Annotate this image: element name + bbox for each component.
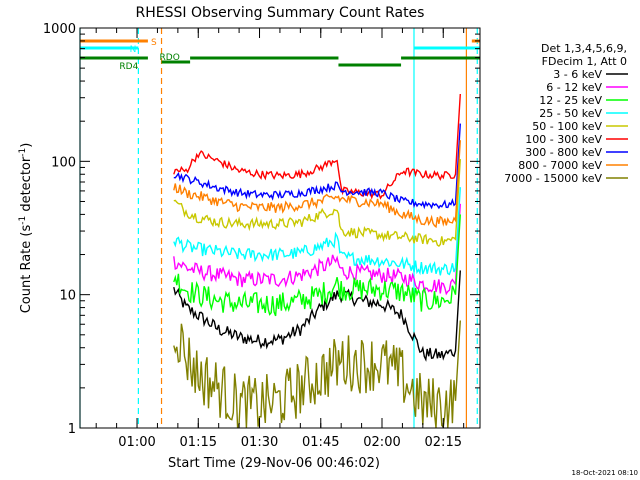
x-tick-label-0200: 02:00 (363, 435, 400, 450)
x-tick-label-0130: 01:30 (241, 435, 278, 450)
legend-entry-label-4: 50 - 100 keV (532, 120, 602, 133)
series-line-3 (173, 187, 461, 276)
y-tick-label-1: 1 (68, 422, 76, 437)
legend-header-line-2: FDecim 1, Att 0 (542, 55, 627, 68)
legend-header-line-1: Det 1,3,4,5,6,9, (541, 42, 627, 55)
series-line-2 (173, 214, 461, 317)
flag-label-s: S (151, 38, 157, 48)
legend-entry-label-3: 25 - 50 keV (539, 107, 602, 120)
series-line-8 (173, 320, 461, 429)
flag-label-n: N (130, 45, 137, 55)
series-line-4 (173, 159, 461, 248)
legend-entry-label-7: 800 - 7000 keV (518, 159, 602, 172)
generation-timestamp: 18-Oct-2021 08:10 (572, 469, 638, 477)
legend: Det 1,3,4,5,6,9, FDecim 1, Att 0 3 - 6 k… (504, 42, 628, 185)
legend-entry-label-6: 300 - 800 keV (525, 146, 602, 159)
x-tick-label-0145: 01:45 (302, 435, 339, 450)
y-tick-label-100: 100 (51, 155, 76, 170)
chart-title: RHESSI Observing Summary Count Rates (136, 5, 425, 21)
flag-label-rd4: RD4 (119, 62, 138, 72)
x-tick-label-0215: 02:15 (425, 435, 462, 450)
series-line-7 (173, 140, 461, 229)
series-line-0 (173, 270, 461, 362)
plot-area: S N RD4 RDO (79, 28, 480, 429)
y-axis-label: Count Rate (s-1 detector-1) (18, 143, 34, 314)
axes: 1 10 100 1000 01:00 01:15 01:30 01:45 02:00 02:15 (43, 22, 480, 450)
series-line-5 (173, 93, 461, 201)
flag-label-rdo: RDO (160, 53, 180, 63)
y-tick-label-1000: 1000 (43, 22, 76, 37)
y-tick-label-10: 10 (59, 289, 76, 304)
series-line-6 (173, 123, 461, 210)
series-line-1 (173, 203, 461, 296)
x-axis-label: Start Time (29-Nov-06 00:46:02) (168, 456, 380, 471)
legend-entry-label-0: 3 - 6 keV (553, 68, 602, 81)
x-tick-label-0115: 01:15 (180, 435, 217, 450)
x-tick-label-0100: 01:00 (118, 435, 155, 450)
legend-entry-label-1: 6 - 12 keV (546, 81, 602, 94)
legend-entry-label-2: 12 - 25 keV (539, 94, 602, 107)
legend-entry-label-5: 100 - 300 keV (525, 133, 602, 146)
legend-entry-label-8: 7000 - 15000 keV (504, 172, 602, 185)
